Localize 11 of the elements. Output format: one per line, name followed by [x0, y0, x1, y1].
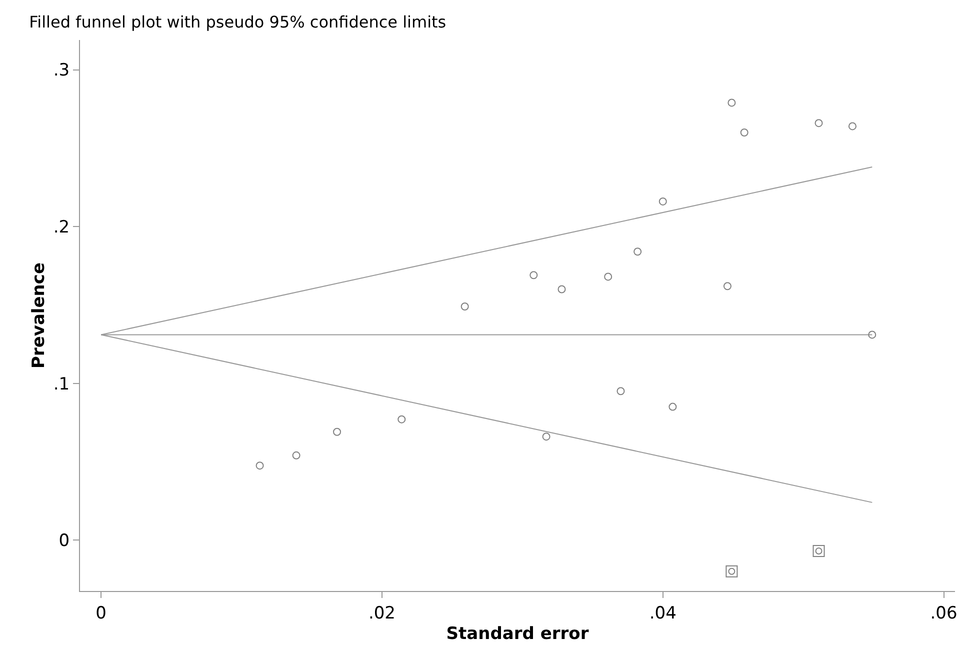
y-tick-label: .1: [53, 374, 70, 394]
x-tick-label: .02: [368, 603, 396, 624]
x-tick-label: 0: [96, 603, 106, 624]
x-tick-label: .06: [930, 603, 958, 624]
y-tick-label: 0: [58, 531, 70, 551]
chart-title: Filled funnel plot with pseudo 95% confidence limits: [29, 12, 446, 32]
y-tick-label: .3: [53, 60, 70, 81]
y-axis-title: Prevalence: [28, 262, 49, 368]
x-tick-label: .04: [649, 603, 676, 624]
x-axis-title: Standard error: [446, 624, 590, 644]
y-tick-label: .2: [53, 217, 70, 238]
